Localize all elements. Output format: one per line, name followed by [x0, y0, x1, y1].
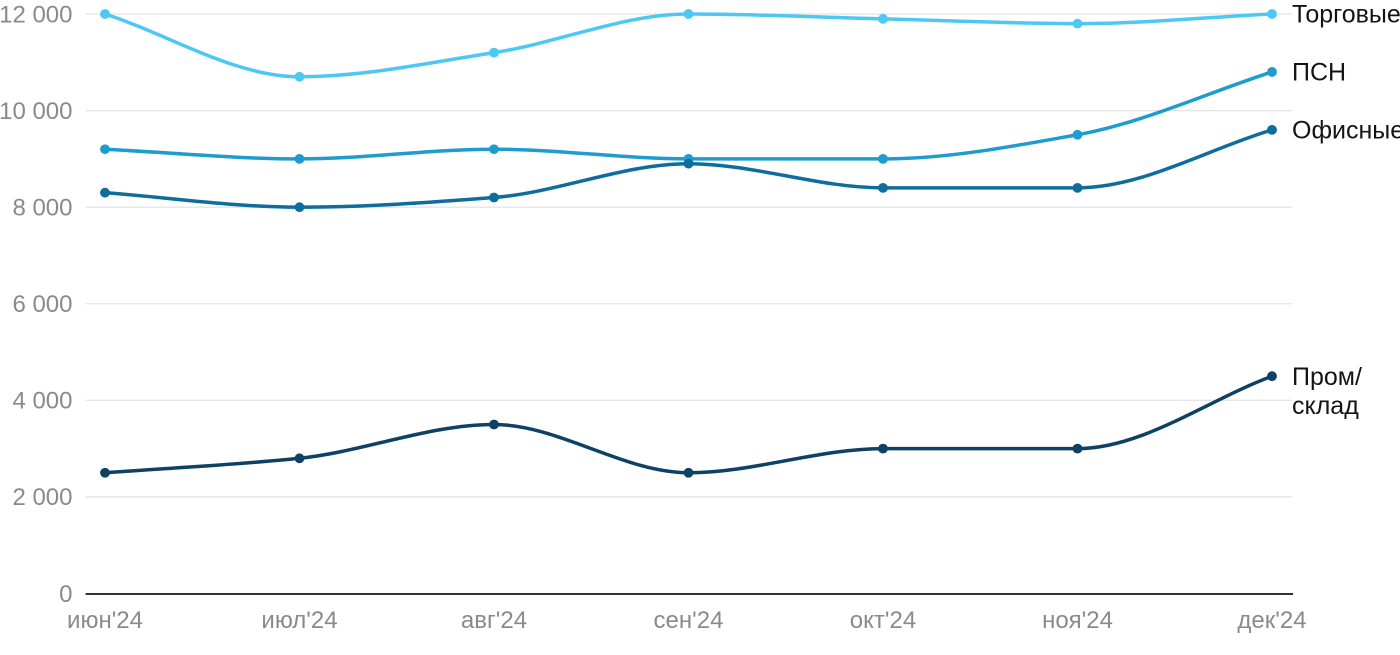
svg-text:ПСН: ПСН — [1292, 59, 1346, 87]
svg-text:окт'24: окт'24 — [850, 607, 916, 634]
svg-text:июн'24: июн'24 — [67, 607, 143, 634]
svg-text:12 000: 12 000 — [0, 1, 73, 28]
svg-text:дек'24: дек'24 — [1237, 607, 1306, 634]
svg-text:сен'24: сен'24 — [654, 607, 724, 634]
svg-text:авг'24: авг'24 — [461, 607, 527, 634]
svg-text:Торговые: Торговые — [1292, 1, 1400, 29]
svg-text:0: 0 — [59, 581, 72, 608]
svg-text:ноя'24: ноя'24 — [1042, 607, 1113, 634]
svg-text:Пром/: Пром/ — [1292, 363, 1362, 391]
svg-text:склад: склад — [1292, 392, 1359, 420]
svg-text:8 000: 8 000 — [12, 195, 72, 222]
svg-text:10 000: 10 000 — [0, 98, 73, 125]
svg-text:Офисные: Офисные — [1292, 117, 1400, 145]
svg-text:июл'24: июл'24 — [261, 607, 337, 634]
svg-text:4 000: 4 000 — [12, 388, 72, 415]
svg-text:2 000: 2 000 — [12, 484, 72, 511]
svg-text:6 000: 6 000 — [12, 291, 72, 318]
